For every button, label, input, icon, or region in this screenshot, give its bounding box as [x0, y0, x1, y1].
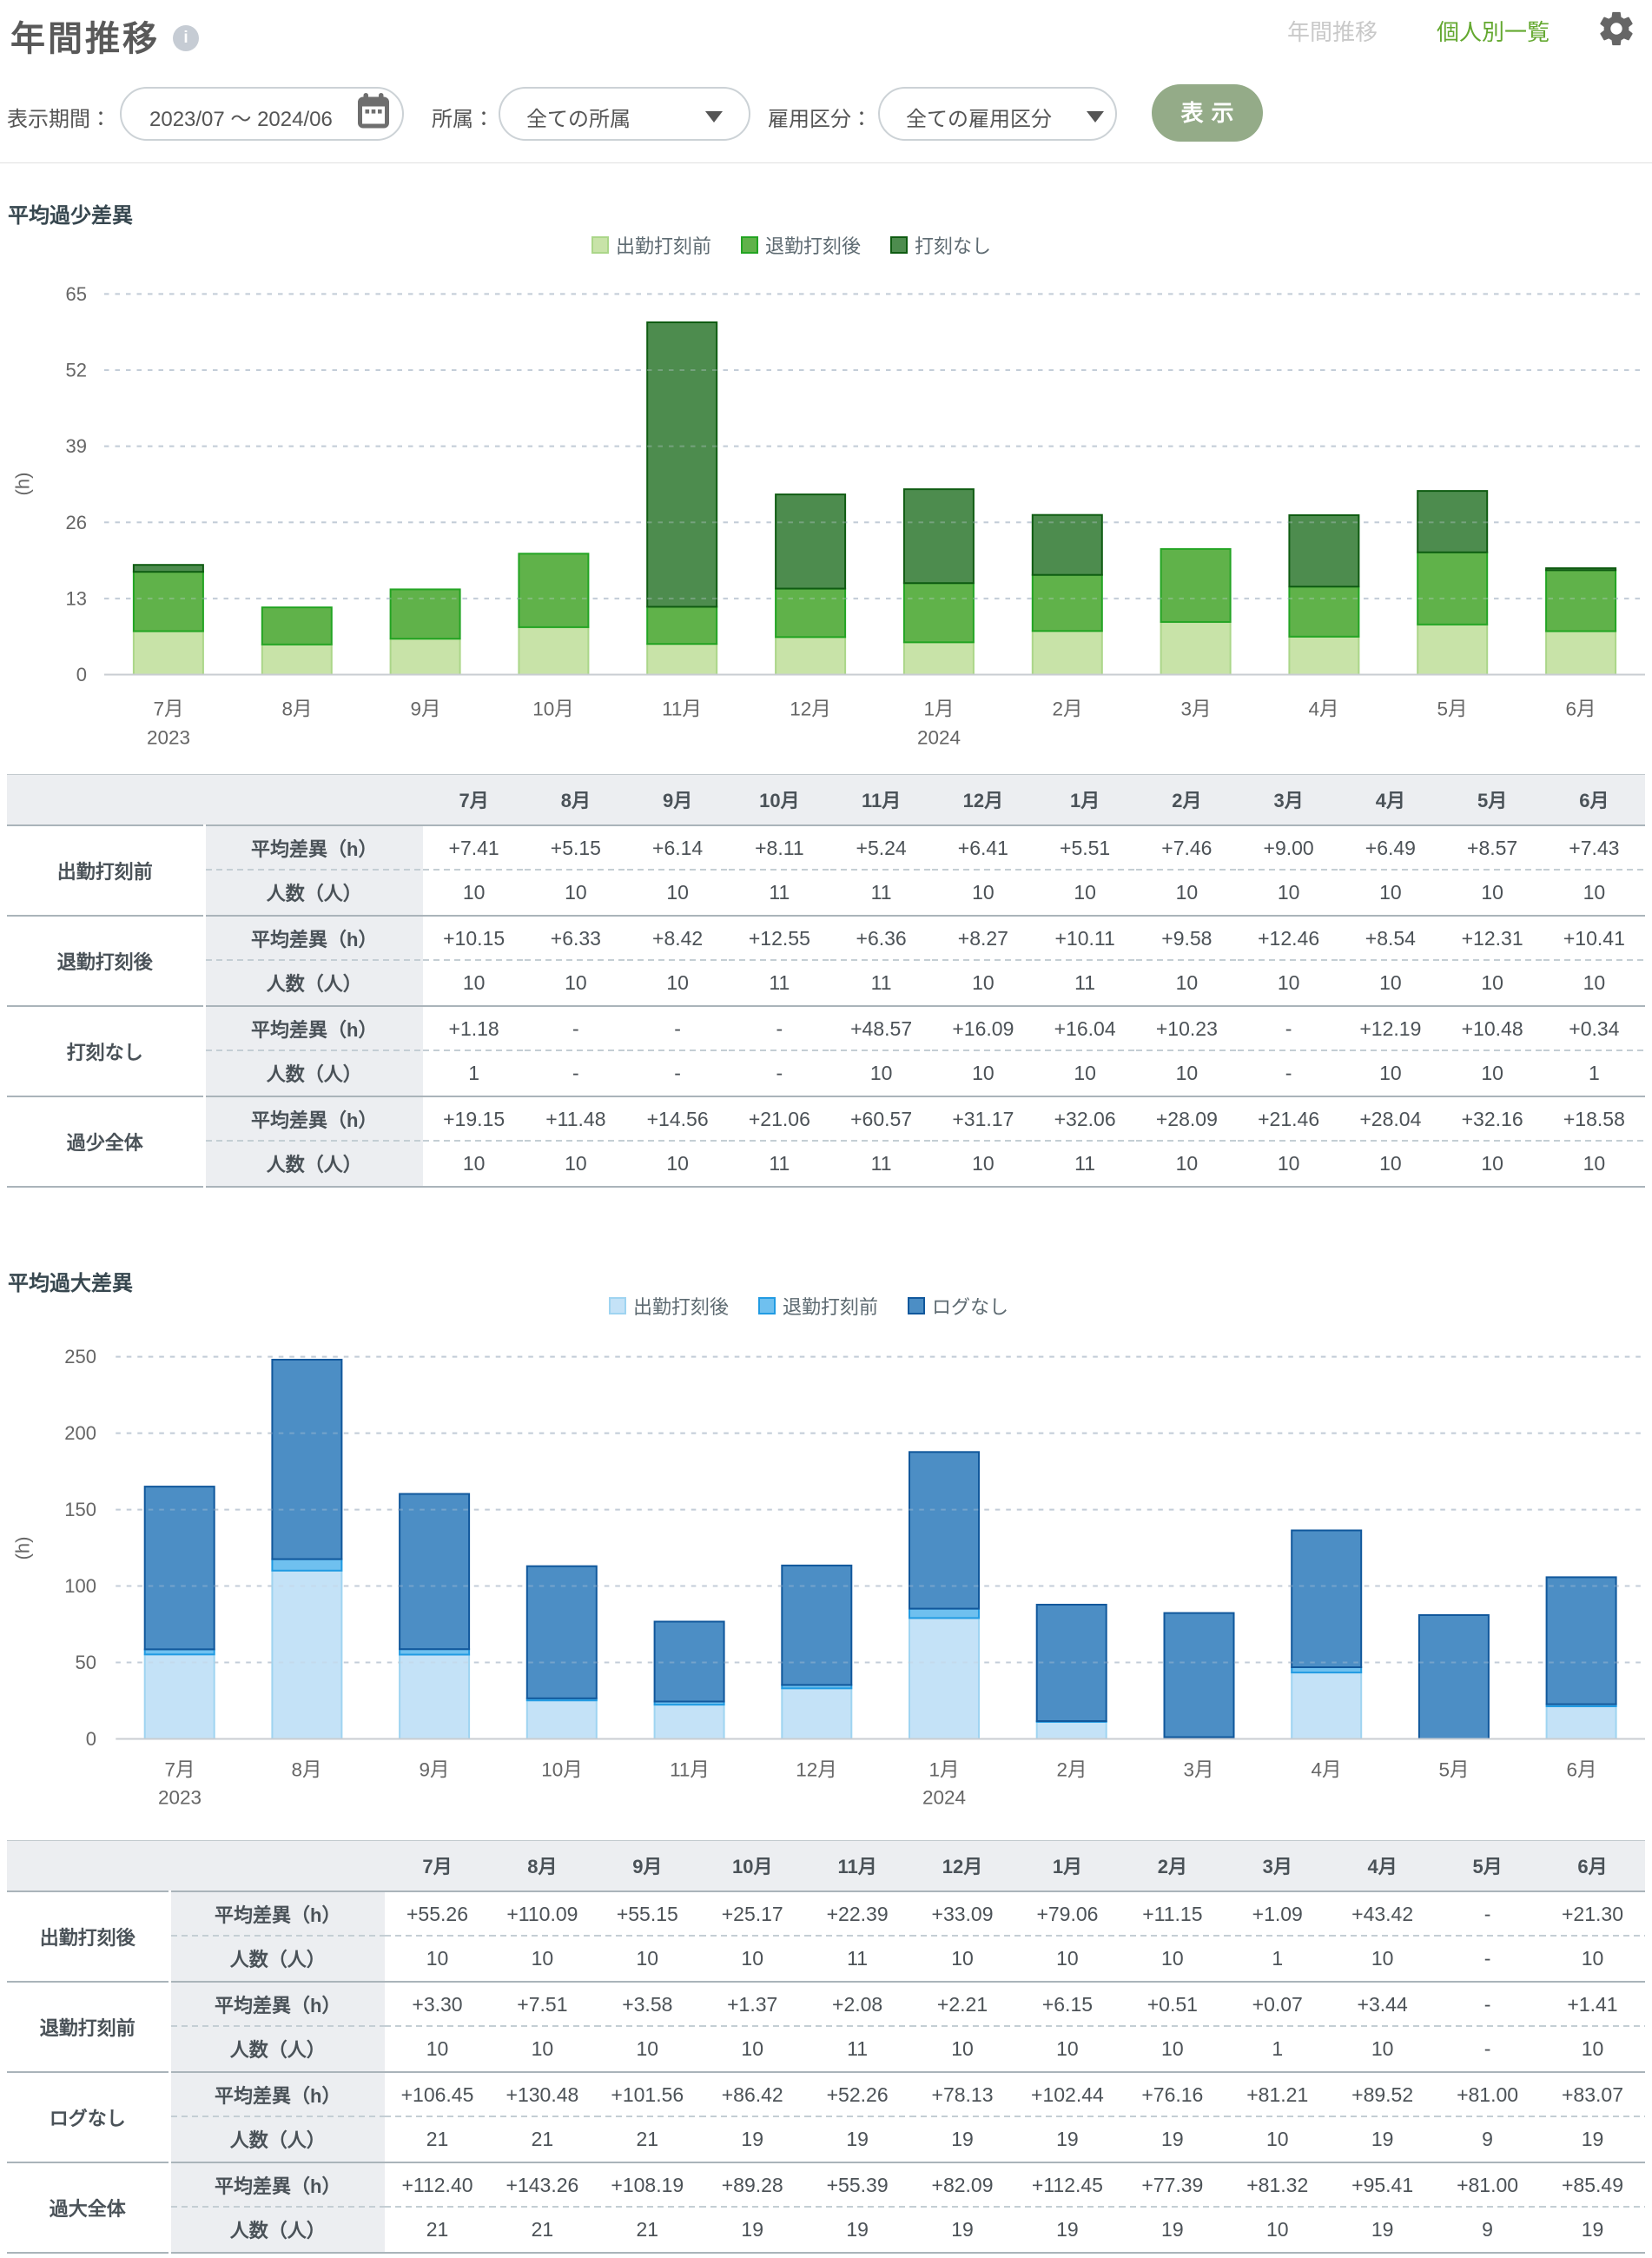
svg-text:2月: 2月: [1056, 1759, 1087, 1781]
svg-text:3月: 3月: [1180, 699, 1211, 720]
svg-text:6月: 6月: [1566, 1759, 1596, 1781]
svg-text:4月: 4月: [1308, 699, 1338, 720]
svg-text:39: 39: [66, 435, 87, 457]
svg-text:200: 200: [64, 1422, 96, 1444]
svg-text:10月: 10月: [532, 699, 574, 720]
svg-text:0: 0: [86, 1728, 96, 1750]
svg-text:52: 52: [66, 360, 87, 381]
svg-text:1月: 1月: [923, 699, 954, 720]
svg-text:8月: 8月: [291, 1759, 321, 1781]
svg-text:11月: 11月: [670, 1759, 710, 1781]
svg-text:0: 0: [76, 664, 87, 685]
svg-text:10月: 10月: [541, 1759, 583, 1781]
svg-text:50: 50: [76, 1652, 96, 1673]
svg-text:8月: 8月: [281, 699, 312, 720]
svg-text:5月: 5月: [1437, 699, 1467, 720]
svg-text:5月: 5月: [1438, 1759, 1469, 1781]
svg-text:12月: 12月: [796, 1759, 837, 1781]
svg-text:1月: 1月: [928, 1759, 959, 1781]
svg-text:65: 65: [66, 283, 87, 305]
svg-text:2月: 2月: [1052, 699, 1082, 720]
svg-text:150: 150: [64, 1499, 96, 1520]
svg-text:2024: 2024: [917, 727, 961, 749]
svg-text:3月: 3月: [1183, 1759, 1213, 1781]
svg-text:11月: 11月: [662, 699, 702, 720]
svg-text:4月: 4月: [1311, 1759, 1341, 1781]
svg-text:(h): (h): [12, 1537, 34, 1560]
svg-text:7月: 7月: [164, 1759, 195, 1781]
svg-text:(h): (h): [12, 473, 34, 496]
svg-text:13: 13: [66, 587, 87, 609]
svg-text:2024: 2024: [922, 1787, 966, 1809]
svg-text:250: 250: [64, 1346, 96, 1367]
svg-text:6月: 6月: [1565, 699, 1596, 720]
svg-text:2023: 2023: [147, 727, 190, 749]
svg-text:9月: 9月: [419, 1759, 449, 1781]
svg-text:9月: 9月: [410, 699, 440, 720]
svg-text:100: 100: [64, 1575, 96, 1597]
svg-text:7月: 7月: [153, 699, 183, 720]
svg-text:12月: 12月: [790, 699, 831, 720]
svg-text:26: 26: [66, 512, 87, 533]
svg-text:2023: 2023: [158, 1787, 202, 1809]
